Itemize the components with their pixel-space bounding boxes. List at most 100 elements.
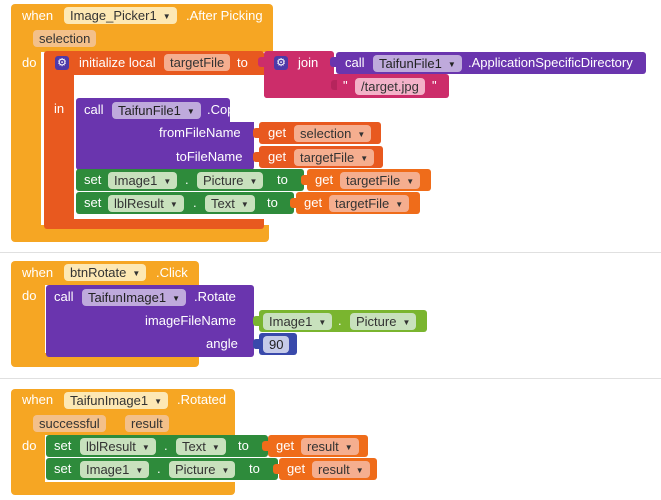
file-component-dropdown[interactable]: TaifunFile1 ▼ bbox=[373, 55, 462, 72]
to-keyword: to bbox=[237, 55, 248, 70]
to-keyword: to bbox=[267, 195, 278, 210]
to-keyword: to bbox=[238, 438, 249, 453]
get-connector bbox=[273, 464, 279, 474]
dropdown-arrow-icon: ▼ bbox=[154, 397, 162, 406]
get-result-dropdown[interactable]: result ▼ bbox=[301, 438, 359, 455]
quote-open: " bbox=[343, 78, 348, 93]
to-keyword: to bbox=[249, 461, 260, 476]
to-keyword: to bbox=[277, 172, 288, 187]
dot-separator: . bbox=[164, 438, 168, 453]
call-keyword: call bbox=[84, 102, 104, 117]
copy-method: .Copy bbox=[207, 102, 241, 117]
dropdown-arrow-icon: ▼ bbox=[221, 466, 230, 475]
set-keyword: set bbox=[84, 195, 102, 210]
dropdown-arrow-icon: ▼ bbox=[447, 60, 456, 69]
join-connector bbox=[258, 57, 264, 67]
get-targetfile-dropdown[interactable]: targetFile ▼ bbox=[294, 149, 375, 166]
text-string-value[interactable]: /target.jpg bbox=[355, 78, 425, 95]
copy-component-label: TaifunFile1 bbox=[118, 103, 181, 118]
dropdown-arrow-icon: ▼ bbox=[186, 107, 195, 116]
set-lblresult-component-label: lblResult bbox=[86, 439, 136, 454]
dot-separator: . bbox=[193, 195, 197, 210]
get-keyword: get bbox=[315, 172, 334, 187]
dropdown-arrow-icon: ▼ bbox=[169, 200, 178, 209]
get-keyword: get bbox=[268, 149, 287, 164]
set-image-component-label: Image1 bbox=[114, 173, 158, 188]
property-connector bbox=[253, 316, 259, 326]
event-component-label: Image_Picker1 bbox=[70, 8, 157, 23]
when-keyword: when bbox=[22, 265, 54, 280]
dropdown-arrow-icon: ▼ bbox=[395, 200, 404, 209]
dropdown-arrow-icon: ▼ bbox=[402, 318, 411, 327]
call-keyword: call bbox=[54, 289, 74, 304]
get-targetfile-dropdown[interactable]: targetFile ▼ bbox=[329, 195, 410, 212]
getter-picture-property-dropdown[interactable]: Picture ▼ bbox=[350, 313, 417, 330]
set-image-component-dropdown[interactable]: Image1 ▼ bbox=[80, 461, 150, 478]
dropdown-arrow-icon: ▼ bbox=[318, 318, 327, 327]
call-connector bbox=[330, 57, 336, 67]
number-connector bbox=[253, 339, 259, 349]
get-connector bbox=[253, 152, 259, 162]
divider bbox=[0, 378, 661, 379]
set-text-property-label: Text bbox=[211, 196, 235, 211]
get-result-label: result bbox=[318, 462, 350, 477]
angle-value[interactable]: 90 bbox=[263, 336, 290, 353]
get-connector bbox=[290, 198, 296, 208]
set-lblresult-component-dropdown[interactable]: lblResult ▼ bbox=[108, 195, 184, 212]
event-name: .After Picking bbox=[186, 8, 263, 23]
rotate-method: .Rotate bbox=[194, 289, 236, 304]
dot-separator: . bbox=[338, 313, 342, 328]
set-text-property-dropdown[interactable]: Text ▼ bbox=[205, 195, 255, 212]
event-component-dropdown[interactable]: Image_Picker1 ▼ bbox=[64, 7, 177, 24]
set-lblresult-component-dropdown[interactable]: lblResult ▼ bbox=[80, 438, 156, 455]
set-lblresult-component-label: lblResult bbox=[114, 196, 164, 211]
quote-close: " bbox=[432, 78, 437, 93]
dropdown-arrow-icon: ▼ bbox=[357, 130, 366, 139]
get-connector bbox=[301, 175, 307, 185]
set-text-property-dropdown[interactable]: Text ▼ bbox=[176, 438, 226, 455]
gear-icon[interactable]: ⚙ bbox=[55, 56, 69, 70]
dropdown-arrow-icon: ▼ bbox=[141, 443, 150, 452]
get-selection-dropdown[interactable]: selection ▼ bbox=[294, 125, 372, 142]
do-keyword: do bbox=[22, 288, 37, 303]
initialize-local-label: initialize local bbox=[79, 55, 156, 70]
getter-picture-property-label: Picture bbox=[356, 314, 397, 329]
event-name: .Rotated bbox=[177, 392, 227, 407]
do-keyword: do bbox=[22, 438, 37, 453]
dot-separator: . bbox=[185, 172, 189, 187]
to-filename-label: toFileName bbox=[176, 149, 243, 164]
set-image-component-dropdown[interactable]: Image1 ▼ bbox=[108, 172, 178, 189]
rotate-component-dropdown[interactable]: TaifunImage1 ▼ bbox=[82, 289, 186, 306]
call-keyword: call bbox=[345, 55, 365, 70]
event-param-selection[interactable]: selection bbox=[33, 30, 97, 47]
get-result-dropdown[interactable]: result ▼ bbox=[312, 461, 370, 478]
event-component-dropdown[interactable]: TaifunImage1 ▼ bbox=[64, 392, 168, 409]
get-targetfile-dropdown[interactable]: targetFile ▼ bbox=[340, 172, 421, 189]
event-component-dropdown[interactable]: btnRotate ▼ bbox=[64, 264, 147, 281]
set-picture-property-label: Picture bbox=[175, 462, 216, 477]
set-picture-property-dropdown[interactable]: Picture ▼ bbox=[197, 172, 264, 189]
event-param-result[interactable]: result bbox=[125, 415, 169, 432]
divider bbox=[0, 252, 661, 253]
getter-image-component-dropdown[interactable]: Image1 ▼ bbox=[263, 313, 333, 330]
dropdown-arrow-icon: ▼ bbox=[406, 177, 415, 186]
event-param-successful[interactable]: successful bbox=[33, 415, 106, 432]
dropdown-arrow-icon: ▼ bbox=[135, 466, 144, 475]
set-image-component-label: Image1 bbox=[86, 462, 130, 477]
set-keyword: set bbox=[54, 461, 72, 476]
set-picture-property-dropdown[interactable]: Picture ▼ bbox=[169, 461, 236, 478]
do-keyword: do bbox=[22, 55, 37, 70]
dropdown-arrow-icon: ▼ bbox=[249, 177, 258, 186]
dropdown-arrow-icon: ▼ bbox=[172, 294, 180, 303]
copy-component-dropdown[interactable]: TaifunFile1 ▼ bbox=[112, 102, 201, 119]
gear-icon[interactable]: ⚙ bbox=[274, 56, 288, 70]
get-targetfile-label: targetFile bbox=[335, 196, 390, 211]
dropdown-arrow-icon: ▼ bbox=[344, 443, 353, 452]
set-picture-property-label: Picture bbox=[203, 173, 244, 188]
dropdown-arrow-icon: ▼ bbox=[163, 177, 172, 186]
local-variable-name[interactable]: targetFile bbox=[164, 54, 231, 71]
image-filename-label: imageFileName bbox=[145, 313, 237, 328]
get-keyword: get bbox=[304, 195, 323, 210]
dropdown-arrow-icon: ▼ bbox=[360, 154, 369, 163]
get-result-label: result bbox=[307, 439, 339, 454]
